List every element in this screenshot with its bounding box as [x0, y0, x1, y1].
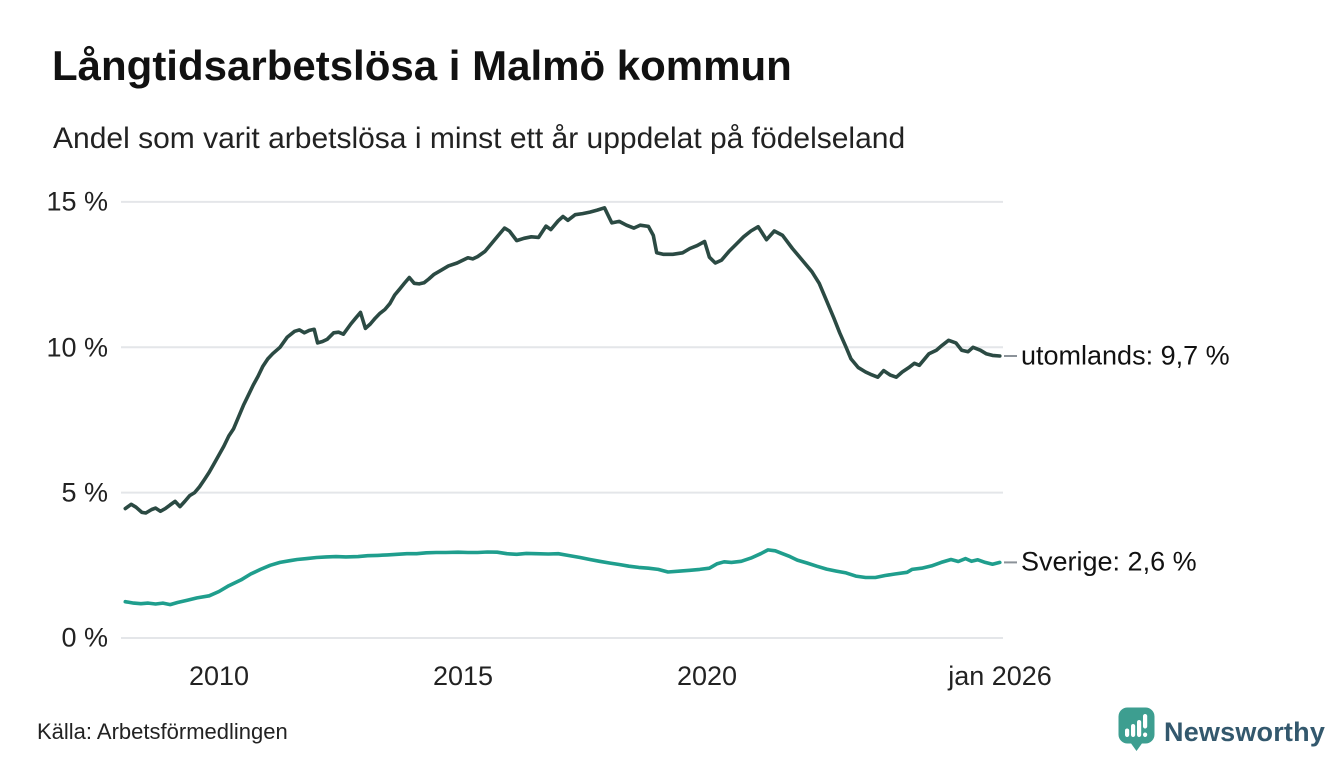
- y-axis-tick-5: 5 %: [61, 477, 108, 508]
- newsworthy-logo: Newsworthy: [1118, 707, 1325, 757]
- x-axis-tick-jan-2026: jan 2026: [948, 661, 1052, 691]
- source-note: Källa: Arbetsförmedlingen: [37, 719, 288, 744]
- chart-subtitle: Andel som varit arbetslösa i minst ett å…: [53, 122, 906, 155]
- series-label-sverige: Sverige: 2,6 %: [1021, 546, 1197, 577]
- x-axis-tick-2010: 2010: [188, 661, 250, 691]
- page-title: Långtidsarbetslösa i Malmö kommun: [52, 42, 792, 89]
- x-axis-tick-2015: 2015: [432, 661, 494, 691]
- newsworthy-wordmark: Newsworthy: [1164, 716, 1326, 747]
- y-axis-tick-15: 15 %: [46, 186, 108, 217]
- series-label-utomlands: utomlands: 9,7 %: [1021, 340, 1230, 371]
- series-line-utomlands: [123, 206, 1002, 515]
- y-axis-tick-10: 10 %: [46, 332, 108, 363]
- x-axis-tick-2020: 2020: [676, 661, 738, 691]
- series-line-sverige: [123, 548, 1002, 607]
- newsworthy-badge-icon: [1118, 707, 1155, 757]
- y-axis-tick-0: 0 %: [61, 622, 108, 653]
